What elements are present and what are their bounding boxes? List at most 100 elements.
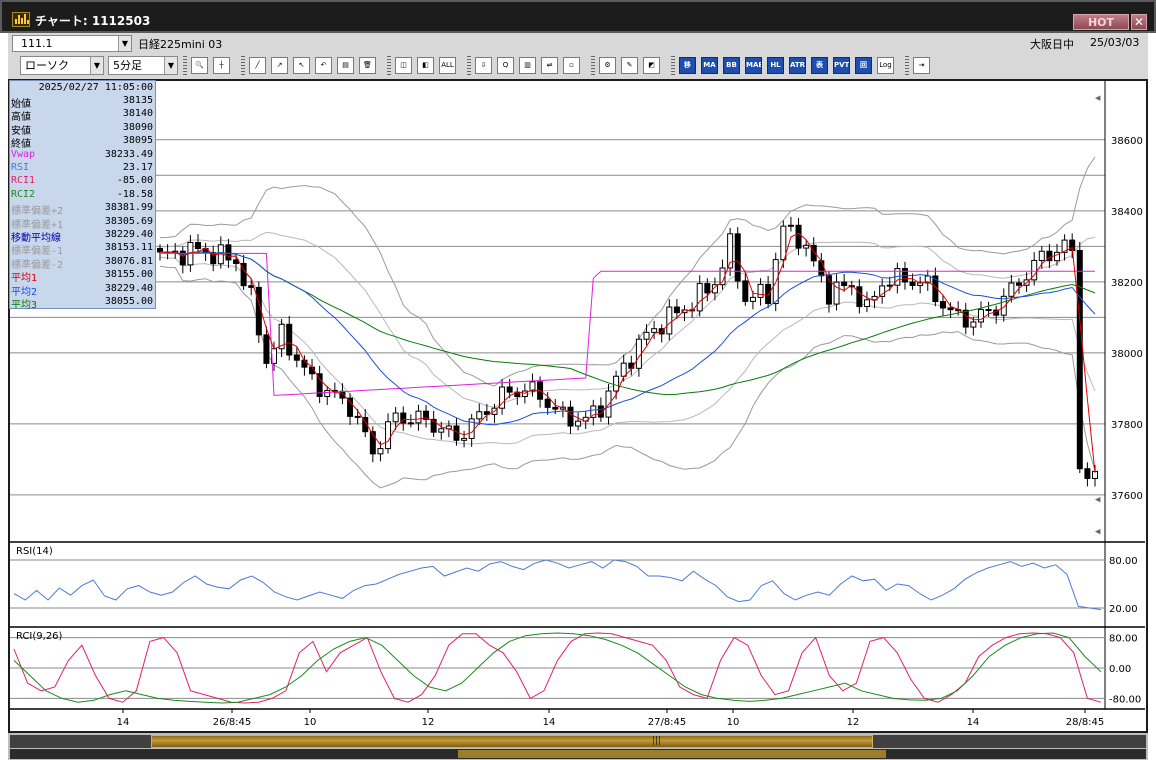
symbol-code-input[interactable]: 111.1 ▼ [12,35,132,52]
chart-svg[interactable]: 38600 38400 38200 38000 37800 37600 ◀ ◀ ◀ 80.00 20… [10,81,1146,731]
y-tick-label: 38600 [1111,136,1143,147]
x-tick-label: 14 [543,717,556,728]
candle-body [1008,282,1015,297]
candle-body [233,259,240,264]
ind-box-button[interactable]: 回 [855,57,872,74]
rsi-tick-label: 80.00 [1109,556,1138,567]
candle-body [924,275,931,284]
scroll-thumb[interactable]: ||| [151,735,873,748]
bars-button[interactable]: ▥ [519,57,536,74]
info-label: RCI1 [11,175,36,187]
ind-moving-average-button[interactable]: 移 [679,57,696,74]
candle-body [841,281,848,287]
blank-button[interactable]: ▫ [563,57,580,74]
x-tick-label: 10 [727,717,740,728]
time-scrollbar[interactable]: ||| [8,733,1148,760]
zoom-button[interactable]: 🔍 [191,57,208,74]
info-label: RSI [11,162,30,173]
candle-body [734,233,741,282]
info-label: 平均3 [11,300,38,311]
export-button[interactable]: ⇥ [913,57,930,74]
y-tick-label: 37800 [1111,420,1143,431]
info-value: 38305.69 [104,215,153,227]
scroll-marker-icon: ◀ [1095,94,1101,102]
candle-zoom-out-button[interactable]: ◧ [417,57,434,74]
info-value: 38055.00 [104,296,153,307]
rci-tick-label: -80.00 [1109,694,1141,705]
ind-ma-button[interactable]: MA [701,57,718,74]
candle-body [673,306,680,314]
candle-body [483,411,490,415]
ind-pvt-button[interactable]: PVT [833,57,850,74]
info-value: 38076.81 [104,255,153,267]
grip-icon: ||| [652,736,662,746]
candle-body [970,321,977,328]
ind-pivot-table-button[interactable]: 表 [811,57,828,74]
split-button[interactable]: ⇌ [541,57,558,74]
ind-mae-button[interactable]: MAE [745,57,762,74]
close-button[interactable]: ✕ [1131,14,1147,30]
bollinger-upper-line [159,156,1096,387]
candle-body [833,281,840,305]
info-value: 38229.40 [104,229,153,240]
y-tick-label: 38200 [1111,278,1143,289]
undo-button[interactable]: ↶ [315,57,332,74]
ind-hl-button[interactable]: HL [767,57,784,74]
bollinger-minus1-line [159,256,1096,445]
trash-button[interactable]: 🗑 [359,57,376,74]
info-value: 38233.49 [104,148,153,160]
chevron-down-icon[interactable]: ▼ [164,57,177,74]
x-tick-label: 28/8:45 [1066,717,1105,728]
ind-atr-button[interactable]: ATR [789,57,806,74]
candle-body [499,386,506,409]
y-tick-label: 37600 [1111,491,1143,502]
info-row: 終値 38095 [10,135,155,150]
ohlc-info-panel: 2025/02/27 11:05:00 始値 38135 高値 38140 安値 3809… [9,80,156,311]
y-tick-label: 38400 [1111,207,1143,218]
candle-body [1031,259,1038,281]
crosshair-button[interactable]: ┼ [213,57,230,74]
cursor-button[interactable]: ↖ [293,57,310,74]
search-button[interactable]: Q [497,57,514,74]
ma2-line [159,251,1096,426]
overview-thumb[interactable] [458,750,886,758]
info-datetime: 2025/02/27 11:05:00 [38,82,153,93]
info-row: 高値 38140 [10,108,155,124]
symbol-bar: 111.1 ▼ 日経225mini 03 大阪日中 25/03/03 [8,33,1148,53]
candle-body [780,225,787,261]
candle-zoom-in-button[interactable]: ◫ [395,57,412,74]
x-tick-label: 10 [304,717,317,728]
chevron-down-icon[interactable]: ▼ [118,36,131,51]
candle-body [727,233,734,269]
candle-body [506,386,513,393]
candle-body [825,275,832,305]
settings-button[interactable]: ⚙ [599,57,616,74]
candle-body [278,323,285,350]
info-label: 平均2 [11,286,38,298]
color-button[interactable]: ◩ [643,57,660,74]
list-button[interactable]: ▤ [337,57,354,74]
chart-type-select[interactable]: ローソク ▼ [20,56,104,75]
candle-body [810,244,817,262]
hot-button[interactable]: HOT [1073,14,1129,30]
interval-select[interactable]: 5分足 ▼ [108,56,178,75]
info-label: RCI2 [11,188,36,200]
all-button[interactable]: ALL [439,57,456,74]
tool-button[interactable]: ✎ [621,57,638,74]
download-button[interactable]: ⇩ [475,57,492,74]
candle-body [1076,249,1083,470]
chart-area[interactable]: 38600 38400 38200 38000 37800 37600 ◀ ◀ ◀ 80.00 20… [8,79,1148,733]
chevron-down-icon[interactable]: ▼ [90,57,103,74]
candle-body [430,418,437,433]
candle-body [400,412,407,424]
draw-button[interactable]: ↗ [271,57,288,74]
trendline-button[interactable]: ╱ [249,57,266,74]
info-value: 38229.40 [104,282,153,294]
log-scale-button[interactable]: Log [877,57,894,74]
info-label: 高値 [11,112,31,124]
ind-bb-button[interactable]: BB [723,57,740,74]
overview-track[interactable] [10,749,1146,759]
scroll-track[interactable]: ||| [10,735,1146,748]
candle-body [711,284,718,294]
candle-body [286,323,293,356]
